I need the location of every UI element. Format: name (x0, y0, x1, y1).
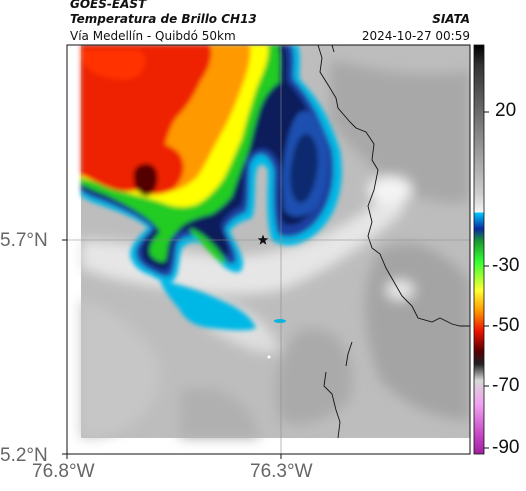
satellite-name: GOES-EAST (70, 0, 147, 11)
lat-tick-label: 5.7°N (0, 230, 48, 251)
colorbar-label: -30 (492, 255, 520, 276)
lon-tick-label: 76.3°W (250, 461, 313, 482)
colorbar-label: -90 (492, 437, 520, 458)
cold-cloud-top (81, 45, 342, 331)
route-subtitle: Vía Medellín - Quibdó 50km (70, 29, 236, 43)
lat-tick-label: 5.2°N (0, 445, 48, 466)
colorbar-label: 20 (495, 100, 517, 121)
colorbar-label: -70 (492, 375, 520, 396)
colorbar-label: -50 (492, 315, 520, 336)
location-star-marker (257, 234, 269, 245)
brand-label: SIATA (432, 12, 470, 26)
lon-tick-label: 76.8°W (32, 461, 95, 482)
map-border (66, 44, 471, 455)
axis-ticks (62, 239, 282, 459)
colorbar (473, 44, 485, 455)
imagery (67, 45, 470, 454)
product-title: Temperatura de Brillo CH13 (70, 12, 257, 26)
boundary-lines (317, 45, 470, 439)
colorbar-ticks (484, 111, 489, 449)
timestamp: 2024-10-27 00:59 (361, 29, 470, 43)
small-cloud-blip (274, 319, 286, 323)
